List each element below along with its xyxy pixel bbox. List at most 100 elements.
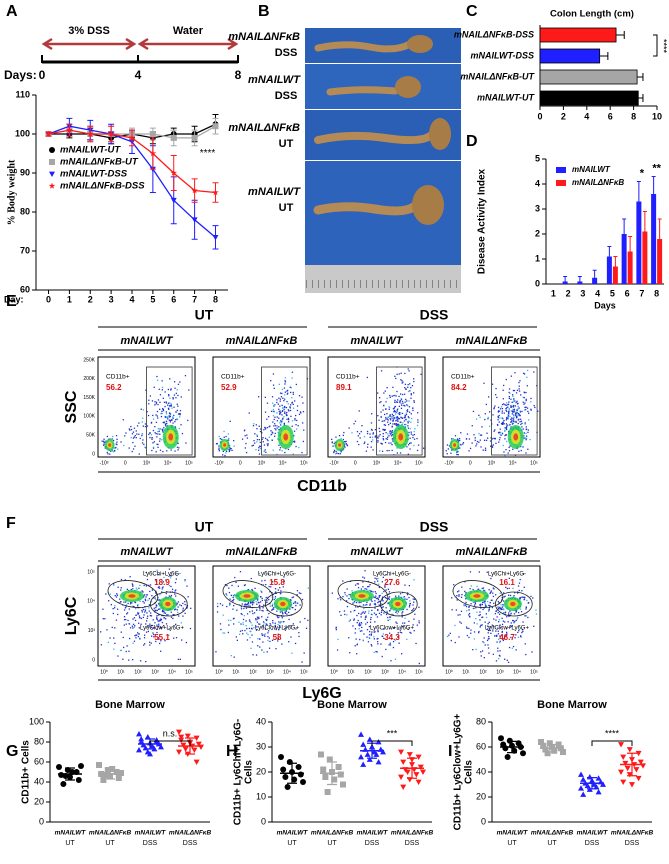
event-dot xyxy=(131,437,132,438)
event-dot xyxy=(505,449,506,450)
density-hotspot xyxy=(453,443,456,447)
x-tick-label: 10⁵ xyxy=(185,460,193,466)
event-dot xyxy=(378,599,379,600)
event-dot xyxy=(278,617,279,618)
point xyxy=(78,763,84,769)
event-dot xyxy=(114,627,115,628)
event-dot xyxy=(271,411,272,412)
event-dot xyxy=(159,441,160,442)
event-dot xyxy=(344,610,345,611)
event-dot xyxy=(146,632,147,633)
event-dot xyxy=(525,615,526,616)
event-dot xyxy=(488,632,489,633)
event-dot xyxy=(265,412,266,413)
y-axis-label: Ly6C xyxy=(63,596,80,635)
event-dot xyxy=(409,443,410,444)
event-dot xyxy=(479,417,480,418)
photo-label: DSS xyxy=(275,90,298,102)
event-dot xyxy=(279,413,280,414)
event-dot xyxy=(233,618,234,619)
event-dot xyxy=(470,630,471,631)
event-dot xyxy=(381,370,382,371)
legend-marker xyxy=(49,159,55,165)
event-dot xyxy=(241,608,242,609)
event-dot xyxy=(456,595,457,596)
event-dot xyxy=(151,450,152,451)
event-dot xyxy=(382,451,383,452)
event-dot xyxy=(481,617,482,618)
event-dot xyxy=(273,373,274,374)
event-dot xyxy=(146,620,147,621)
x-tick-label: 10⁰ xyxy=(100,669,108,675)
event-dot xyxy=(190,628,191,629)
event-dot xyxy=(179,414,180,415)
event-dot xyxy=(178,384,179,385)
condition-label: DSS xyxy=(420,519,449,535)
event-dot xyxy=(524,432,525,433)
event-dot xyxy=(506,410,507,411)
genotype-label: mNAILΔNFκB xyxy=(226,546,298,558)
event-dot xyxy=(400,422,401,423)
event-dot xyxy=(295,605,296,606)
event-dot xyxy=(518,637,519,638)
point xyxy=(298,772,304,778)
event-dot xyxy=(127,645,128,646)
event-dot xyxy=(177,410,178,411)
flow-plot xyxy=(328,357,425,457)
event-dot xyxy=(491,600,492,601)
event-dot xyxy=(149,591,150,592)
event-dot xyxy=(511,410,512,411)
event-dot xyxy=(258,602,259,603)
event-dot xyxy=(355,421,356,422)
event-dot xyxy=(130,576,131,577)
event-dot xyxy=(514,409,515,410)
event-dot xyxy=(116,620,117,621)
event-dot xyxy=(281,644,282,645)
point xyxy=(578,772,584,777)
event-dot xyxy=(254,588,255,589)
event-dot xyxy=(244,604,245,605)
event-dot xyxy=(332,593,333,594)
event-dot xyxy=(485,604,486,605)
event-dot xyxy=(527,617,528,618)
event-dot xyxy=(361,616,362,617)
event-dot xyxy=(243,608,244,609)
event-dot xyxy=(340,615,341,616)
y-axis-label: CD11b+ Cells xyxy=(21,740,32,804)
event-dot xyxy=(358,613,359,614)
event-dot xyxy=(376,578,377,579)
event-dot xyxy=(506,402,507,403)
event-dot xyxy=(403,597,404,598)
event-dot xyxy=(480,651,481,652)
event-dot xyxy=(513,417,514,418)
event-dot xyxy=(292,597,293,598)
event-dot xyxy=(184,601,185,602)
event-dot xyxy=(492,414,493,415)
category-label: mNAILWT xyxy=(277,830,309,837)
event-dot xyxy=(506,379,507,380)
event-dot xyxy=(260,428,261,429)
event-dot xyxy=(506,405,507,406)
event-dot xyxy=(113,613,114,614)
event-dot xyxy=(493,618,494,619)
x-tick-label: 10³ xyxy=(488,460,496,466)
event-dot xyxy=(177,447,178,448)
event-dot xyxy=(482,602,483,603)
event-dot xyxy=(483,383,484,384)
event-dot xyxy=(136,589,137,590)
event-dot xyxy=(527,411,528,412)
event-dot xyxy=(503,385,504,386)
significance-bracket xyxy=(653,35,657,56)
error-bar xyxy=(637,182,641,202)
significance: *** xyxy=(387,728,398,738)
event-dot xyxy=(152,590,153,591)
event-dot xyxy=(181,605,182,606)
event-dot xyxy=(295,603,296,604)
event-dot xyxy=(486,404,487,405)
event-dot xyxy=(376,593,377,594)
event-dot xyxy=(169,413,170,414)
event-dot xyxy=(152,415,153,416)
event-dot xyxy=(170,420,171,421)
event-dot xyxy=(489,605,490,606)
event-dot xyxy=(181,396,182,397)
